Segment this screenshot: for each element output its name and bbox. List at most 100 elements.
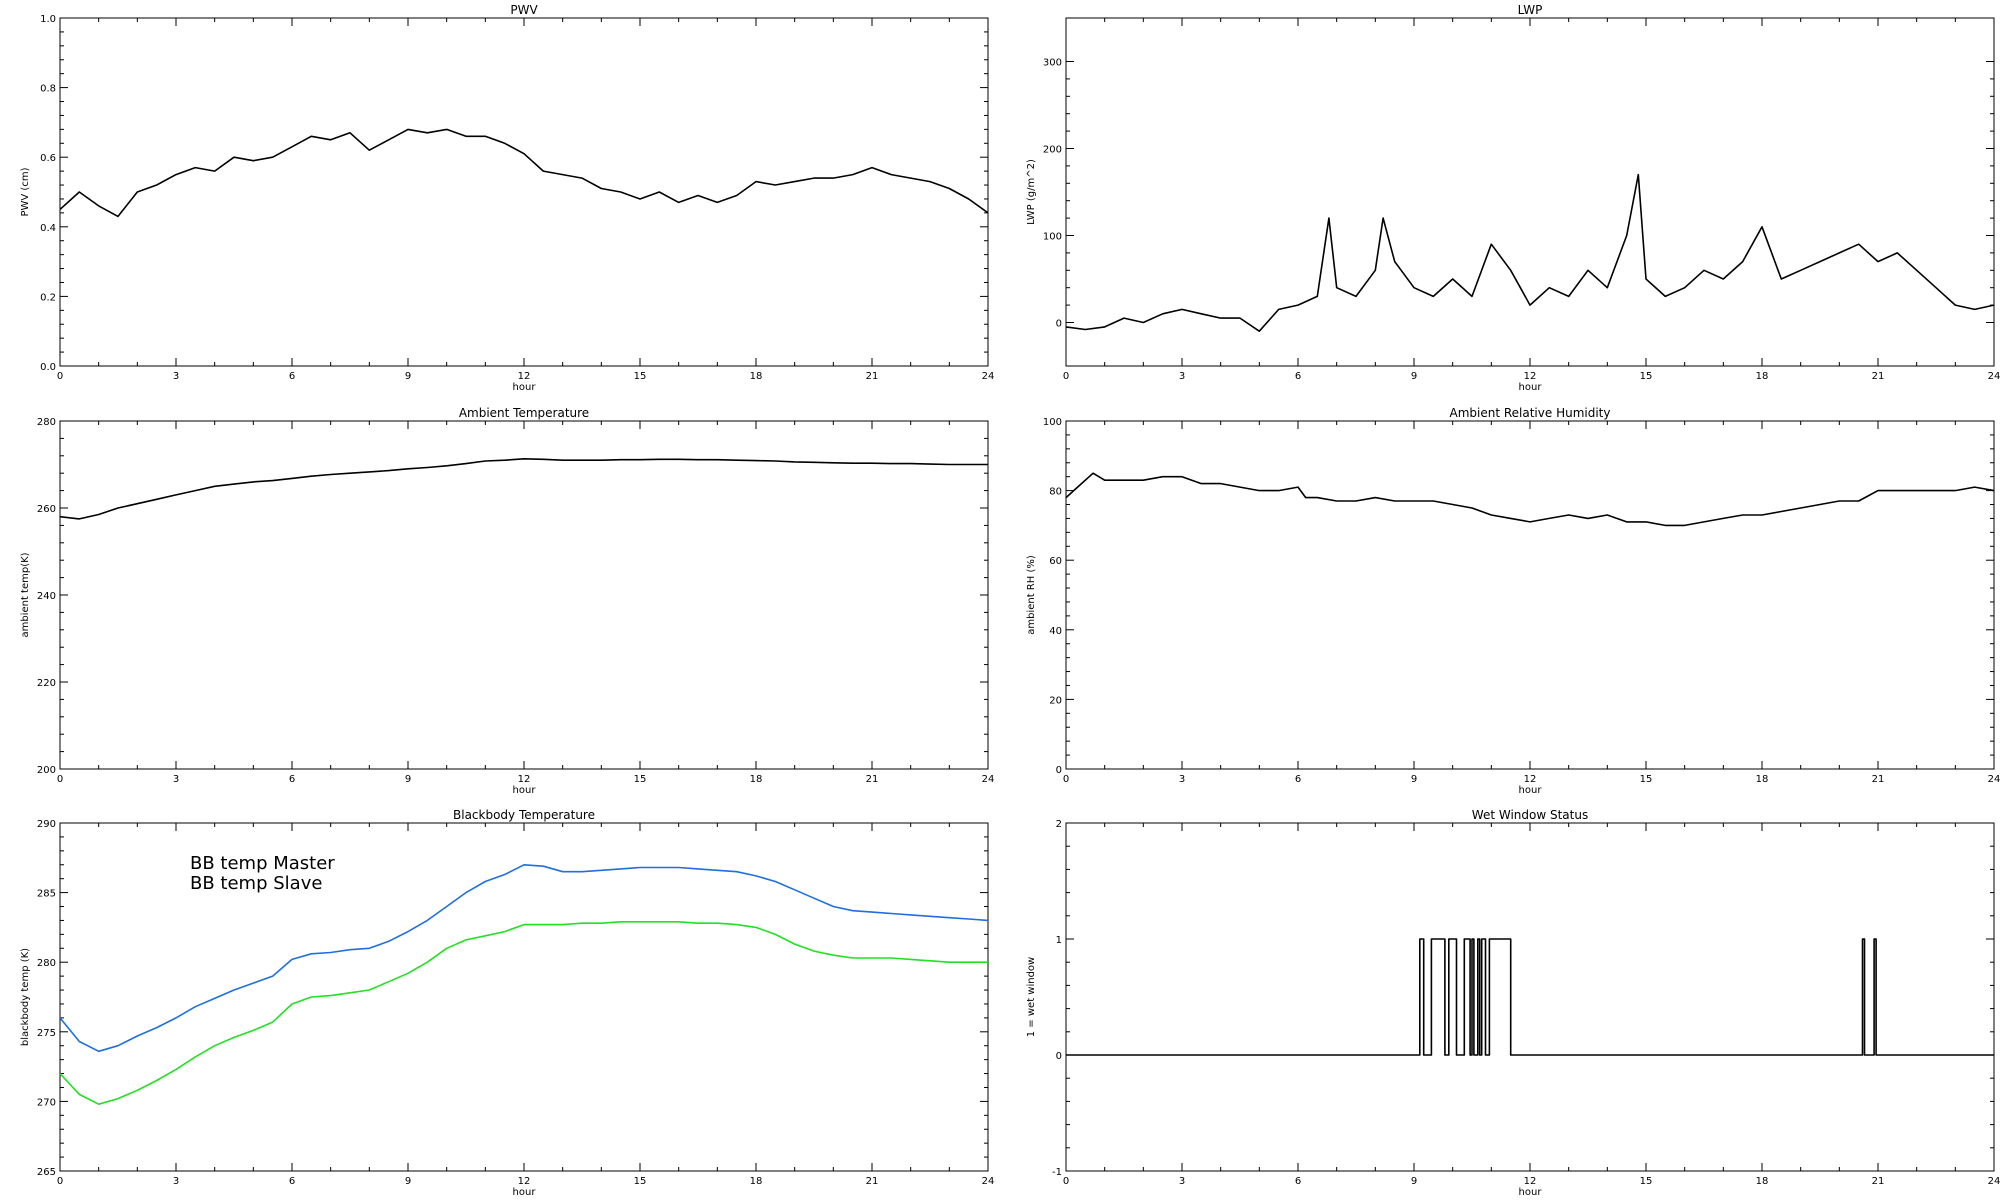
x-tick-label: 6: [1295, 1176, 1301, 1187]
x-tick-label: 12: [518, 774, 531, 785]
x-tick-label: 21: [866, 774, 879, 785]
x-tick-label: 9: [405, 774, 411, 785]
chart-title: Blackbody Temperature: [453, 808, 595, 822]
x-tick-label: 12: [518, 371, 531, 382]
series-line: [1066, 472, 1994, 527]
x-axis-label: hour: [513, 1187, 537, 1198]
x-tick-label: 15: [634, 774, 647, 785]
x-tick-label: 18: [750, 774, 763, 785]
x-tick-label: 9: [1411, 371, 1417, 382]
x-tick-label: 0: [57, 1176, 63, 1187]
y-tick-label: 0.6: [40, 153, 56, 164]
lwp-panel: LWP 0 3 6 9 12 15 18 21 24 hour 0 100 200 300 LWP (g/m^…: [1026, 3, 2000, 393]
x-tick-label: 21: [1872, 1176, 1885, 1187]
x-tick-label: 21: [866, 371, 879, 382]
x-tick-label: 15: [1640, 774, 1653, 785]
chart-title: Wet Window Status: [1472, 808, 1588, 822]
x-tick-label: 24: [1988, 1176, 2000, 1187]
y-tick-label: 270: [37, 1097, 56, 1108]
y-tick-label: 280: [37, 958, 56, 969]
y-tick-label: 0.4: [40, 223, 56, 234]
x-tick-label: 3: [173, 371, 179, 382]
y-axis-label: ambient RH (%): [1026, 555, 1037, 635]
x-tick-label: 18: [1756, 371, 1769, 382]
y-axis-label: LWP (g/m^2): [1026, 159, 1037, 225]
y-tick-label: 20: [1049, 695, 1062, 706]
x-tick-label: 24: [982, 774, 995, 785]
x-tick-label: 24: [1988, 774, 2000, 785]
x-tick-label: 3: [173, 1176, 179, 1187]
chart-title: Ambient Temperature: [459, 406, 589, 420]
x-tick-label: 0: [57, 774, 63, 785]
y-tick-label: 300: [1043, 58, 1062, 69]
x-axis-label: hour: [513, 785, 537, 796]
y-tick-label: 0: [1056, 765, 1062, 776]
y-tick-label: 60: [1049, 556, 1062, 567]
x-tick-label: 3: [1179, 1176, 1185, 1187]
y-tick-label: 220: [37, 678, 56, 689]
plot-frame: [1065, 17, 1995, 367]
plot-frame: [1065, 822, 1995, 1172]
x-tick-label: 21: [866, 1176, 879, 1187]
x-tick-label: 21: [1872, 774, 1885, 785]
x-axis-label: hour: [1519, 785, 1543, 796]
x-tick-label: 15: [634, 1176, 647, 1187]
x-tick-label: 15: [634, 371, 647, 382]
x-tick-label: 18: [750, 371, 763, 382]
ambient-temperature-panel: Ambient Temperature 0 3 6 9 12 15 18 21 24 hour 200…: [20, 406, 994, 796]
x-tick-label: 9: [1411, 774, 1417, 785]
x-tick-label: 15: [1640, 371, 1653, 382]
x-tick-label: 3: [1179, 774, 1185, 785]
y-tick-label: 290: [37, 819, 56, 830]
y-tick-label: 0.8: [40, 84, 56, 95]
x-tick-label: 9: [405, 371, 411, 382]
legend-entry: BB temp Slave: [190, 873, 322, 894]
pwv-panel: PWV 0 3 6 9 12 15 18 21 24 hour 0.0 0.2 0.4 0.6 0.8 1.0 P…: [20, 3, 994, 393]
x-tick-label: 3: [173, 774, 179, 785]
chart-title: Ambient Relative Humidity: [1450, 406, 1611, 420]
y-tick-label: 260: [37, 504, 56, 515]
x-tick-label: 18: [1756, 774, 1769, 785]
x-tick-label: 24: [1988, 371, 2000, 382]
y-tick-label: 200: [1043, 145, 1062, 156]
y-tick-label: 1: [1056, 935, 1062, 946]
y-tick-label: -1: [1052, 1167, 1062, 1178]
blackbody-temperature-panel: Blackbody Temperature 0 3 6 9 12 15 18 21 24 hour 2…: [20, 808, 994, 1198]
y-tick-label: 265: [37, 1167, 56, 1178]
y-tick-label: 280: [37, 417, 56, 428]
y-axis-label: blackbody temp (K): [20, 948, 31, 1046]
y-tick-label: 285: [37, 889, 56, 900]
y-tick-label: 100: [1043, 232, 1062, 243]
y-tick-label: 200: [37, 765, 56, 776]
series-line-bb-temp-slave: [60, 920, 988, 1105]
x-tick-label: 6: [289, 371, 295, 382]
x-tick-label: 15: [1640, 1176, 1653, 1187]
y-tick-label: 40: [1049, 626, 1062, 637]
y-tick-label: 275: [37, 1028, 56, 1039]
x-tick-label: 24: [982, 371, 995, 382]
x-tick-label: 6: [289, 774, 295, 785]
x-tick-label: 6: [1295, 774, 1301, 785]
x-tick-label: 9: [405, 1176, 411, 1187]
y-tick-label: 1.0: [40, 14, 56, 25]
y-tick-label: 240: [37, 591, 56, 602]
x-tick-label: 6: [1295, 371, 1301, 382]
y-tick-label: 80: [1049, 487, 1062, 498]
x-axis-label: hour: [513, 382, 537, 393]
y-axis-label: PWV (cm): [20, 167, 31, 216]
series-line: [1066, 173, 1994, 333]
chart-title: LWP: [1518, 3, 1543, 17]
x-tick-label: 18: [1756, 1176, 1769, 1187]
series-line: [1066, 938, 1994, 1056]
series-line: [60, 457, 988, 520]
y-tick-label: 0.2: [40, 292, 56, 303]
x-tick-label: 0: [57, 371, 63, 382]
x-tick-label: 12: [518, 1176, 531, 1187]
x-axis-label: hour: [1519, 382, 1543, 393]
series-line-bb-temp-master: [60, 863, 988, 1053]
plot-frame: [59, 17, 989, 367]
plot-frame: [59, 420, 989, 770]
x-tick-label: 24: [982, 1176, 995, 1187]
